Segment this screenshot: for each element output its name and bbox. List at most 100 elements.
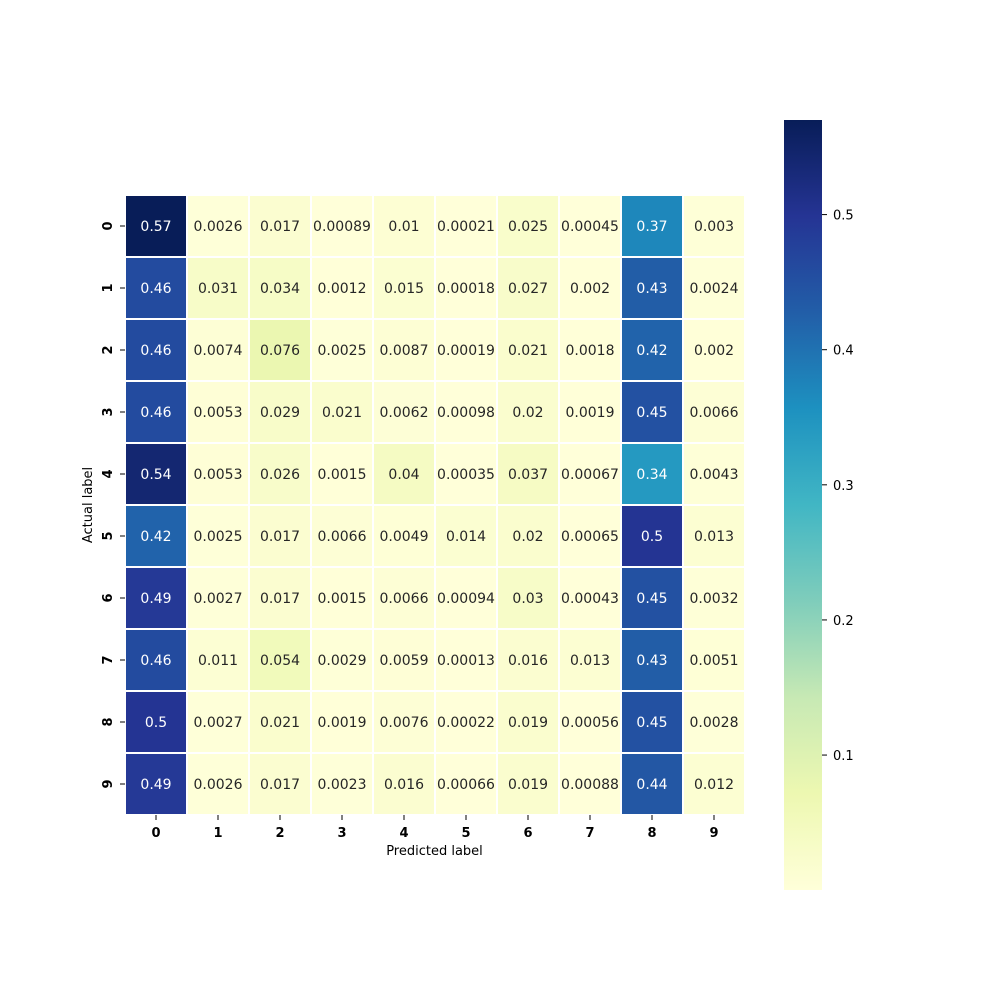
- cell-value-label: 0.017: [260, 777, 300, 793]
- cell-value-label: 0.00018: [437, 281, 495, 297]
- heatmap-cell: [310, 504, 374, 568]
- cell-value-label: 0.0059: [380, 653, 429, 669]
- heatmap-cell: [682, 628, 746, 692]
- cell-value-label: 0.00021: [437, 219, 495, 235]
- cell-value-label: 0.0053: [194, 405, 243, 421]
- heatmap-cell: [682, 256, 746, 320]
- cell-value-label: 0.021: [260, 715, 300, 731]
- cell-value-label: 0.0066: [380, 591, 429, 607]
- heatmap-cell: [186, 318, 250, 382]
- heatmap-cell: [186, 194, 250, 258]
- x-tick-label: 8: [647, 826, 656, 841]
- heatmap-cell: [558, 690, 622, 754]
- cell-value-label: 0.42: [636, 343, 667, 359]
- cell-value-label: 0.45: [636, 715, 667, 731]
- cell-value-label: 0.34: [636, 467, 667, 483]
- heatmap-cell: [496, 752, 560, 816]
- heatmap-cell: [434, 566, 498, 630]
- heatmap-cell: [558, 194, 622, 258]
- cell-value-label: 0.45: [636, 591, 667, 607]
- heatmap-cell: [620, 318, 684, 382]
- heatmap-cells: [124, 194, 746, 816]
- cell-value-label: 0.00045: [561, 219, 619, 235]
- cell-value-label: 0.00094: [437, 591, 495, 607]
- colorbar-tick-label: 0.4: [833, 344, 854, 359]
- cell-value-label: 0.00019: [437, 343, 495, 359]
- cell-value-label: 0.0018: [566, 343, 615, 359]
- y-tick-label: 8: [101, 717, 116, 726]
- cell-value-label: 0.0051: [690, 653, 739, 669]
- y-axis-label: Actual label: [81, 467, 96, 543]
- cell-value-label: 0.0025: [318, 343, 367, 359]
- heatmap-cell-labels: 0.57 0.0026 0.017 0.00089 0.01 0.00021 0.025 0.…: [140, 219, 738, 793]
- cell-value-label: 0.0066: [690, 405, 739, 421]
- cell-value-label: 0.0062: [380, 405, 429, 421]
- cell-value-label: 0.0024: [690, 281, 739, 297]
- heatmap-cell: [496, 566, 560, 630]
- heatmap-cell: [186, 442, 250, 506]
- heatmap-cell: [496, 318, 560, 382]
- cell-value-label: 0.00065: [561, 529, 619, 545]
- cell-value-label: 0.0028: [690, 715, 739, 731]
- cell-value-label: 0.034: [260, 281, 300, 297]
- heatmap-cell: [186, 628, 250, 692]
- cell-value-label: 0.017: [260, 219, 300, 235]
- cell-value-label: 0.021: [508, 343, 548, 359]
- heatmap-cell: [682, 752, 746, 816]
- cell-value-label: 0.0087: [380, 343, 429, 359]
- heatmap-cell: [620, 690, 684, 754]
- cell-value-label: 0.0015: [318, 591, 367, 607]
- heatmap-cell: [620, 752, 684, 816]
- heatmap-cell: [124, 504, 188, 568]
- colorbar: [784, 120, 822, 890]
- cell-value-label: 0.0015: [318, 467, 367, 483]
- heatmap-cell: [248, 504, 312, 568]
- heatmap-cell: [496, 442, 560, 506]
- heatmap-cell: [620, 566, 684, 630]
- cell-value-label: 0.019: [508, 777, 548, 793]
- heatmap-cell: [372, 628, 436, 692]
- cell-value-label: 0.0012: [318, 281, 367, 297]
- heatmap-cell: [558, 628, 622, 692]
- cell-value-label: 0.029: [260, 405, 300, 421]
- heatmap-cell: [682, 690, 746, 754]
- cell-value-label: 0.021: [322, 405, 362, 421]
- heatmap-cell: [496, 380, 560, 444]
- cell-value-label: 0.00088: [561, 777, 619, 793]
- cell-value-label: 0.02: [512, 405, 543, 421]
- cell-value-label: 0.002: [570, 281, 610, 297]
- cell-value-label: 0.0043: [690, 467, 739, 483]
- cell-value-label: 0.0019: [318, 715, 367, 731]
- heatmap-cell: [310, 628, 374, 692]
- cell-value-label: 0.42: [140, 529, 171, 545]
- cell-value-label: 0.015: [384, 281, 424, 297]
- y-tick-label: 7: [101, 655, 116, 664]
- cell-value-label: 0.0026: [194, 777, 243, 793]
- cell-value-label: 0.0049: [380, 529, 429, 545]
- cell-value-label: 0.49: [140, 777, 171, 793]
- heatmap-cell: [248, 318, 312, 382]
- x-tick-label: 0: [151, 826, 160, 841]
- cell-value-label: 0.5: [641, 529, 663, 545]
- cell-value-label: 0.00035: [437, 467, 495, 483]
- colorbar-tick-label: 0.3: [833, 479, 854, 494]
- cell-value-label: 0.019: [508, 715, 548, 731]
- cell-value-label: 0.00098: [437, 405, 495, 421]
- cell-value-label: 0.013: [570, 653, 610, 669]
- cell-value-label: 0.01: [388, 219, 419, 235]
- heatmap-cell: [124, 380, 188, 444]
- heatmap-cell: [620, 628, 684, 692]
- heatmap-cell: [496, 628, 560, 692]
- cell-value-label: 0.014: [446, 529, 486, 545]
- cell-value-label: 0.017: [260, 591, 300, 607]
- cell-value-label: 0.0025: [194, 529, 243, 545]
- heatmap-cell: [434, 380, 498, 444]
- cell-value-label: 0.00043: [561, 591, 619, 607]
- cell-value-label: 0.02: [512, 529, 543, 545]
- cell-value-label: 0.0053: [194, 467, 243, 483]
- cell-value-label: 0.57: [140, 219, 171, 235]
- cell-value-label: 0.00067: [561, 467, 619, 483]
- cell-value-label: 0.012: [694, 777, 734, 793]
- colorbar-ticks: 0.1 0.2 0.3 0.4 0.5: [822, 209, 854, 764]
- cell-value-label: 0.017: [260, 529, 300, 545]
